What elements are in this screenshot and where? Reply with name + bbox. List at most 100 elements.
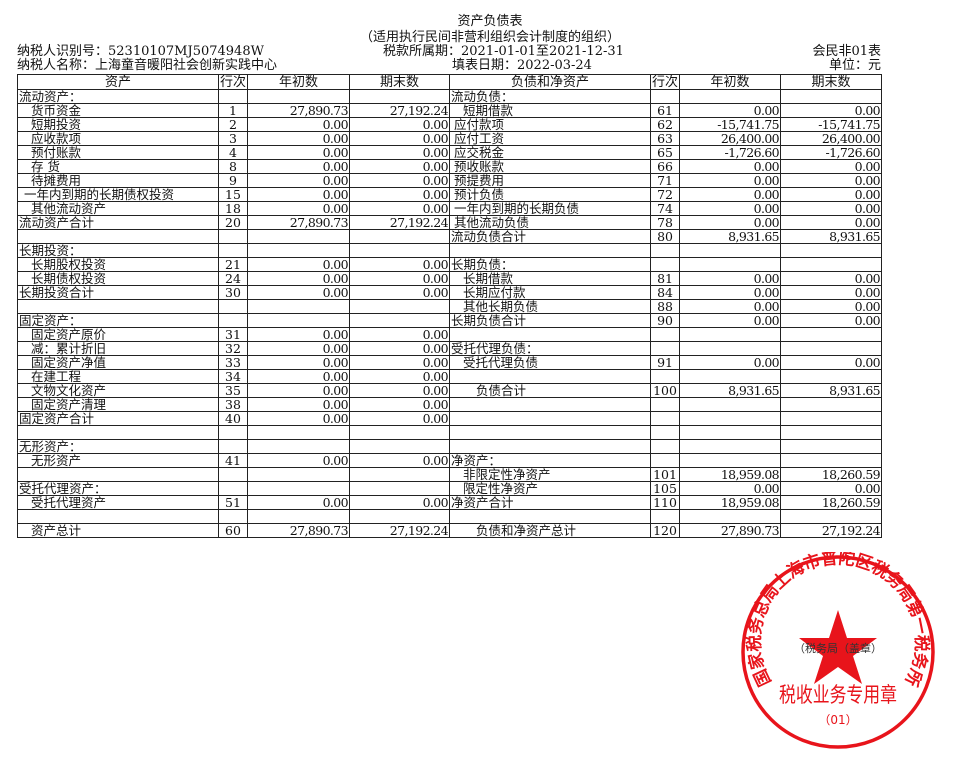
table-row: 受托代理资产： 限定性净资产 105 0.00 0.00 <box>17 481 883 496</box>
liability-beginning-value: 0.00 <box>679 159 782 174</box>
liability-line-no <box>650 369 681 384</box>
asset-beginning-value: 0.00 <box>247 159 351 174</box>
liability-line-no: 63 <box>650 131 681 146</box>
liability-line-no <box>650 439 681 454</box>
liability-ending-value: 0.00 <box>780 271 883 286</box>
asset-ending-value: 0.00 <box>349 159 451 174</box>
header-line-no: 行次 <box>217 74 249 90</box>
liability-line-no: 81 <box>650 271 681 286</box>
asset-beginning-value: 0.00 <box>247 383 351 398</box>
liability-item-label: 流动负债合计 <box>449 229 652 244</box>
asset-item-label <box>17 229 219 244</box>
liability-beginning-value: 0.00 <box>679 103 782 118</box>
asset-line-no <box>217 481 249 496</box>
asset-beginning-value <box>247 467 351 482</box>
asset-ending-value: 27,192.24 <box>349 215 451 230</box>
asset-ending-value <box>349 299 451 314</box>
header-line-no: 行次 <box>650 74 681 90</box>
liability-beginning-value <box>679 439 782 454</box>
liability-beginning-value: 18,959.08 <box>679 495 782 510</box>
asset-line-no <box>217 89 249 104</box>
asset-beginning-value: 0.00 <box>247 257 351 272</box>
liability-beginning-value: 0.00 <box>679 299 782 314</box>
balance-sheet-table: 资产 行次 年初数 期末数 负债和净资产 行次 年初数 期末数 流动资产： 流动负… <box>17 74 883 538</box>
asset-line-no: 2 <box>217 117 249 132</box>
liability-line-no: 120 <box>650 523 681 538</box>
liability-beginning-value: 27,890.73 <box>679 523 782 538</box>
asset-beginning-value: 0.00 <box>247 145 351 160</box>
table-row: 无形资产 41 0.00 0.00 净资产： <box>17 453 883 468</box>
asset-item-label: 固定资产清理 <box>17 397 219 412</box>
liability-beginning-value: 0.00 <box>679 285 782 300</box>
asset-item-label: 无形资产： <box>17 439 219 454</box>
liability-ending-value: 18,260.59 <box>780 467 883 482</box>
asset-beginning-value <box>247 229 351 244</box>
star-icon <box>799 610 877 684</box>
liability-beginning-value: 0.00 <box>679 215 782 230</box>
liability-beginning-value <box>679 89 782 104</box>
header-beginning: 年初数 <box>247 74 351 90</box>
liability-ending-value <box>780 397 883 412</box>
official-tax-stamp: 国家税务总局上海市普陀区税务局第一税务所 （税务局（盖章） 税收业务专用章 （0… <box>741 552 935 749</box>
asset-beginning-value: 0.00 <box>247 201 351 216</box>
stamp-main-text: 税收业务专用章 <box>779 683 897 707</box>
asset-item-label <box>17 425 219 440</box>
asset-ending-value: 0.00 <box>349 257 451 272</box>
table-row: 减：累计折旧 32 0.00 0.00 受托代理负债： <box>17 341 883 356</box>
table-row: 固定资产： 长期负债合计 90 0.00 0.00 <box>17 313 883 328</box>
table-row: 受托代理资产 51 0.00 0.00 净资产合计 110 18,959.08 18,260.… <box>17 495 883 510</box>
asset-item-label: 其他流动资产 <box>17 201 219 216</box>
liability-ending-value <box>780 243 883 258</box>
asset-ending-value <box>349 439 451 454</box>
asset-line-no: 15 <box>217 187 249 202</box>
asset-item-label <box>17 299 219 314</box>
liability-ending-value <box>780 411 883 426</box>
liability-beginning-value <box>679 369 782 384</box>
liability-beginning-value: 0.00 <box>679 201 782 216</box>
asset-beginning-value <box>247 481 351 496</box>
liability-item-label: 流动负债： <box>449 89 652 104</box>
table-row: 预付账款 4 0.00 0.00 应交税金 65 -1,726.60 -1,726.60 <box>17 145 883 160</box>
asset-line-no <box>217 467 249 482</box>
asset-ending-value: 0.00 <box>349 369 451 384</box>
form-number: 会民非01表 <box>812 44 881 59</box>
asset-item-label: 固定资产净值 <box>17 355 219 370</box>
table-row: 一年内到期的长期债权投资 15 0.00 0.00 预计负债 72 0.00 0.00 <box>17 187 883 202</box>
liability-line-no: 61 <box>650 103 681 118</box>
asset-beginning-value <box>247 243 351 258</box>
asset-beginning-value: 0.00 <box>247 117 351 132</box>
asset-line-no <box>217 313 249 328</box>
asset-ending-value: 0.00 <box>349 285 451 300</box>
liability-line-no <box>650 327 681 342</box>
liability-item-label: 应付工资 <box>449 131 652 146</box>
asset-line-no: 24 <box>217 271 249 286</box>
table-header-row: 资产 行次 年初数 期末数 负债和净资产 行次 年初数 期末数 <box>17 74 883 90</box>
asset-ending-value: 0.00 <box>349 397 451 412</box>
liability-ending-value: 0.00 <box>780 355 883 370</box>
asset-beginning-value: 27,890.73 <box>247 523 351 538</box>
asset-line-no: 9 <box>217 173 249 188</box>
liability-ending-value: 27,192.24 <box>780 523 883 538</box>
asset-beginning-value: 0.00 <box>247 411 351 426</box>
asset-line-no <box>217 439 249 454</box>
asset-item-label: 预付账款 <box>17 145 219 160</box>
table-row: 其他长期负债 88 0.00 0.00 <box>17 299 883 314</box>
stamp-number: （01） <box>818 713 857 727</box>
page-subtitle: （适用执行民间非营利组织会计制度的组织） <box>359 30 620 45</box>
asset-line-no: 51 <box>217 495 249 510</box>
liability-beginning-value <box>679 453 782 468</box>
asset-item-label: 文物文化资产 <box>17 383 219 398</box>
taxpayer-id: 纳税人识别号：52310107MJ5074948W <box>17 44 264 59</box>
asset-beginning-value <box>247 299 351 314</box>
liability-line-no <box>650 257 681 272</box>
liability-line-no <box>650 341 681 356</box>
asset-beginning-value: 27,890.73 <box>247 103 351 118</box>
asset-line-no <box>217 509 249 524</box>
liability-item-label: 应交税金 <box>449 145 652 160</box>
liability-item-label: 负债合计 <box>449 383 652 398</box>
asset-item-label: 长期股权投资 <box>17 257 219 272</box>
asset-line-no: 21 <box>217 257 249 272</box>
taxpayer-name: 纳税人名称：上海童音暖阳社会创新实践中心 <box>17 58 278 73</box>
asset-ending-value: 0.00 <box>349 271 451 286</box>
liability-ending-value: 0.00 <box>780 215 883 230</box>
